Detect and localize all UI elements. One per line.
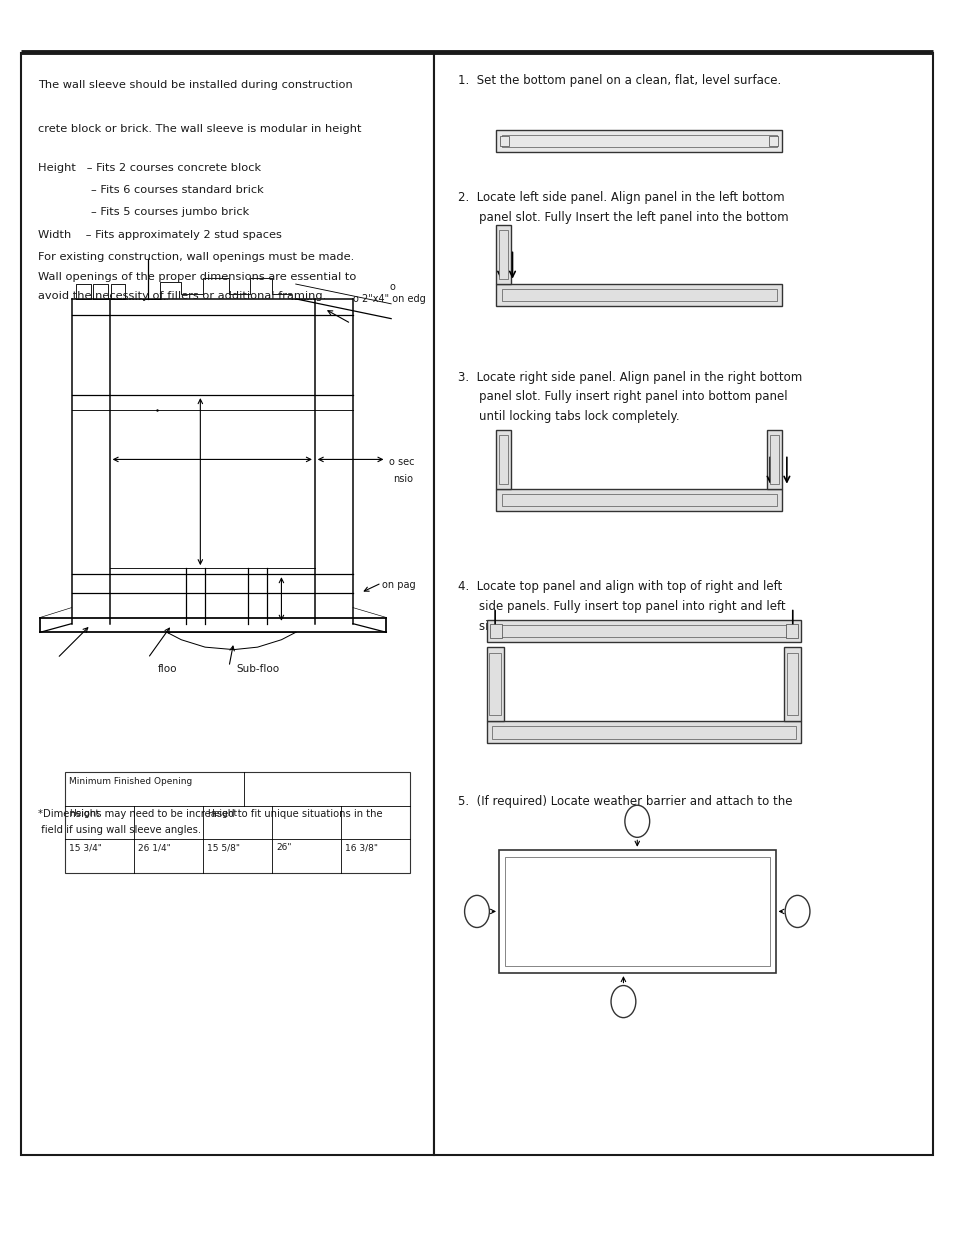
Text: The wall sleeve should be installed during construction: The wall sleeve should be installed duri… bbox=[38, 80, 353, 90]
Text: side panels until locking tabs lock completely.: side panels until locking tabs lock comp… bbox=[478, 620, 749, 634]
Text: panel slot. Fully insert right panel into bottom panel: panel slot. Fully insert right panel int… bbox=[478, 390, 787, 404]
Bar bbox=[501, 289, 776, 301]
Text: 5.  (If required) Locate weather barrier and attach to the: 5. (If required) Locate weather barrier … bbox=[457, 795, 792, 809]
Text: o sec: o sec bbox=[389, 457, 415, 467]
Text: on pag: on pag bbox=[381, 580, 415, 590]
Bar bbox=[498, 435, 508, 484]
Bar bbox=[768, 136, 778, 146]
Text: 3.  Locate right side panel. Align panel in the right bottom: 3. Locate right side panel. Align panel … bbox=[457, 370, 801, 384]
Bar bbox=[785, 624, 797, 638]
Bar bbox=[496, 284, 781, 306]
Text: For existing construction, wall openings must be made.: For existing construction, wall openings… bbox=[38, 252, 354, 262]
Text: – Fits 5 courses jumbo brick: – Fits 5 courses jumbo brick bbox=[91, 207, 249, 217]
Bar bbox=[486, 721, 801, 743]
Text: avoid the necessity of fillers or additional framing.: avoid the necessity of fillers or additi… bbox=[38, 291, 326, 301]
Text: Minimum Finished Opening: Minimum Finished Opening bbox=[69, 777, 192, 785]
Bar bbox=[499, 136, 509, 146]
Bar bbox=[496, 430, 511, 489]
Bar bbox=[783, 647, 801, 721]
Circle shape bbox=[784, 895, 809, 927]
Bar bbox=[501, 494, 776, 506]
Text: Width    – Fits approximately 2 stud spaces: Width – Fits approximately 2 stud spaces bbox=[38, 230, 282, 240]
Text: nsio: nsio bbox=[393, 474, 413, 484]
Bar bbox=[501, 135, 776, 147]
Bar bbox=[489, 653, 500, 715]
Text: 2.  Locate left side panel. Align panel in the left bottom: 2. Locate left side panel. Align panel i… bbox=[457, 191, 783, 205]
Bar bbox=[492, 625, 795, 637]
Text: Height: Height bbox=[69, 809, 99, 819]
Bar bbox=[486, 620, 801, 642]
Text: 15 5/8": 15 5/8" bbox=[207, 844, 239, 852]
Text: crete block or brick. The wall sleeve is modular in height: crete block or brick. The wall sleeve is… bbox=[38, 124, 361, 133]
Bar bbox=[769, 435, 779, 484]
Circle shape bbox=[464, 895, 489, 927]
Bar bbox=[786, 653, 798, 715]
Text: 16 3/8": 16 3/8" bbox=[345, 844, 377, 852]
Bar bbox=[434, 53, 932, 1155]
Text: until locking tabs lock completely.: until locking tabs lock completely. bbox=[478, 410, 679, 424]
Bar bbox=[766, 430, 781, 489]
Text: Height   – Fits 2 courses concrete block: Height – Fits 2 courses concrete block bbox=[38, 163, 261, 173]
Text: Sub-floo: Sub-floo bbox=[236, 664, 279, 674]
Text: panel slot. Fully Insert the left panel into the bottom: panel slot. Fully Insert the left panel … bbox=[478, 211, 788, 225]
Bar bbox=[492, 726, 795, 739]
Text: 15 3/4": 15 3/4" bbox=[69, 844, 101, 852]
Text: *Dimensions may need to be increased to fit unique situations in the: *Dimensions may need to be increased to … bbox=[38, 809, 382, 819]
Bar bbox=[498, 850, 775, 973]
Text: floo: floo bbox=[157, 664, 176, 674]
Text: 26": 26" bbox=[275, 844, 291, 852]
Text: 4.  Locate top panel and align with top of right and left: 4. Locate top panel and align with top o… bbox=[457, 580, 781, 594]
Bar bbox=[496, 130, 781, 152]
Text: 1.  Set the bottom panel on a clean, flat, level surface.: 1. Set the bottom panel on a clean, flat… bbox=[457, 74, 781, 88]
Bar bbox=[486, 647, 503, 721]
Text: 26 1/4": 26 1/4" bbox=[137, 844, 171, 852]
Bar bbox=[504, 857, 769, 966]
Bar bbox=[496, 225, 511, 284]
Text: o 2"x4" on edg: o 2"x4" on edg bbox=[353, 294, 425, 304]
Bar bbox=[498, 230, 508, 279]
Bar bbox=[496, 489, 781, 511]
Circle shape bbox=[610, 986, 635, 1018]
Text: Height: Height bbox=[207, 809, 236, 819]
Bar bbox=[490, 624, 501, 638]
Text: o: o bbox=[389, 282, 395, 291]
Bar bbox=[21, 53, 434, 1155]
Text: side panels. Fully insert top panel into right and left: side panels. Fully insert top panel into… bbox=[478, 600, 784, 614]
Text: – Fits 6 courses standard brick: – Fits 6 courses standard brick bbox=[91, 185, 263, 195]
Bar bbox=[65, 772, 410, 873]
Circle shape bbox=[624, 805, 649, 837]
Text: Wall openings of the proper dimensions are essential to: Wall openings of the proper dimensions a… bbox=[38, 272, 356, 282]
Text: field if using wall sleeve angles.: field if using wall sleeve angles. bbox=[38, 825, 201, 835]
